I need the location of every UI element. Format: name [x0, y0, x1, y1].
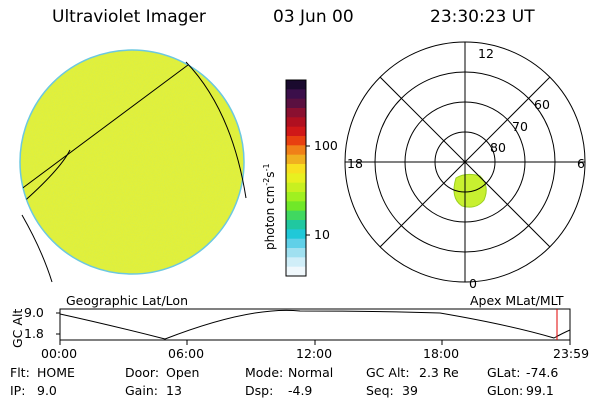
colorbar-segment	[286, 248, 306, 258]
globe-texture	[20, 50, 244, 274]
colorbar	[285, 79, 307, 277]
status-gain-value: 13	[166, 383, 182, 398]
apex-panel-label: Apex MLat/MLT	[470, 293, 564, 308]
colorbar-segment	[286, 98, 306, 109]
timeline-y-tick-9: 9.0	[24, 305, 44, 320]
auroral-oval	[453, 173, 487, 208]
mlat-label-60: 60	[534, 97, 550, 112]
grid-line	[20, 149, 71, 206]
status-glon-value: 99.1	[526, 383, 554, 398]
apex-polar-plot	[344, 41, 586, 283]
colorbar-unit-label: photon cm-2s-1	[262, 163, 277, 250]
diagonal-2	[379, 76, 551, 248]
globe-limb	[19, 49, 245, 275]
colorbar-segment	[286, 173, 306, 184]
status-door-value: Open	[166, 365, 200, 380]
status-ip-label: IP:	[10, 383, 26, 398]
colorbar-segment	[286, 117, 306, 128]
status-gcalt-label: GC Alt:	[366, 365, 410, 380]
mlt-label-18: 18	[347, 156, 363, 171]
colorbar-tick-100: 100	[314, 138, 338, 153]
status-glat-value: -74.6	[526, 365, 559, 380]
colorbar-segment	[286, 182, 306, 193]
timeline-frame	[59, 308, 571, 341]
colorbar-tick-10: 10	[314, 227, 330, 242]
colorbar-segment	[286, 136, 306, 146]
colorbar-segment	[286, 229, 306, 240]
time-label: 23:30:23 UT	[430, 7, 535, 27]
colorbar-frame	[285, 79, 307, 277]
colorbar-segment	[286, 210, 306, 221]
colorbar-segment	[286, 201, 306, 212]
mlt-label-0: 0	[469, 276, 477, 291]
instrument-title: Ultraviolet Imager	[52, 7, 206, 27]
status-flt-label: Flt:	[10, 365, 30, 380]
status-gcalt-value: 2.3 Re	[419, 365, 459, 380]
colorbar-segment	[286, 154, 306, 165]
colorbar-segment	[286, 266, 306, 277]
colorbar-segment	[286, 220, 306, 230]
timeline-y-label: GC Alt	[10, 308, 25, 348]
status-flt-value: HOME	[37, 365, 75, 380]
colorbar-segment	[286, 80, 306, 90]
status-gain-label: Gain:	[125, 383, 158, 398]
status-glon-label: GLon:	[487, 383, 524, 398]
colorbar-segment	[286, 238, 306, 249]
altitude-timeline	[56, 308, 571, 345]
altitude-curve	[59, 309, 571, 340]
timeline-x-tick: 12:00	[296, 346, 333, 361]
mlt-label-12: 12	[478, 46, 494, 61]
timeline-y-tick-1-8: 1.8	[24, 326, 44, 341]
colorbar-segment	[286, 257, 306, 268]
colorbar-segment	[286, 89, 306, 100]
status-glat-label: GLat:	[487, 365, 521, 380]
limb-grid-line	[21, 214, 53, 283]
status-dsp-value: -4.9	[288, 383, 313, 398]
colorbar-segment	[286, 108, 306, 118]
status-mode-label: Mode:	[245, 365, 284, 380]
geographic-image	[19, 49, 247, 283]
latitude-line	[185, 61, 247, 199]
status-seq-label: Seq:	[366, 383, 394, 398]
date-label: 03 Jun 00	[273, 7, 354, 27]
status-door-label: Door:	[125, 365, 160, 380]
colorbar-segment	[286, 164, 306, 174]
meridian-line	[20, 61, 193, 191]
timeline-x-tick: 06:00	[168, 346, 205, 361]
status-dsp-label: Dsp:	[245, 383, 274, 398]
colorbar-segment	[286, 126, 306, 137]
mlt-label-6: 6	[577, 156, 585, 171]
mlat-label-80: 80	[490, 140, 506, 155]
status-ip-value: 9.0	[37, 383, 57, 398]
colorbar-segment	[286, 145, 306, 156]
status-mode-value: Normal	[288, 365, 334, 380]
colorbar-ticks	[306, 145, 310, 236]
timeline-x-tick: 00:00	[41, 346, 78, 361]
status-seq-value: 39	[402, 383, 418, 398]
timeline-x-tick: 23:59	[553, 346, 590, 361]
mlat-label-70: 70	[512, 119, 528, 134]
geographic-panel-label: Geographic Lat/Lon	[66, 293, 188, 308]
colorbar-segment	[286, 192, 306, 202]
timeline-x-tick: 18:00	[423, 346, 460, 361]
